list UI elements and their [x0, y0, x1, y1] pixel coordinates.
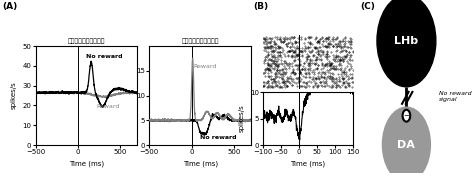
- X-axis label: Time (ms): Time (ms): [182, 161, 218, 167]
- Circle shape: [402, 110, 410, 122]
- X-axis label: Time (ms): Time (ms): [69, 161, 104, 167]
- Text: No reward
signal: No reward signal: [439, 91, 472, 102]
- Text: (A): (A): [2, 2, 18, 11]
- Y-axis label: spikes/s: spikes/s: [11, 82, 17, 109]
- Text: Reward: Reward: [97, 104, 120, 109]
- Text: No reward: No reward: [200, 135, 237, 140]
- Text: Reward: Reward: [193, 64, 217, 69]
- Text: LHb: LHb: [394, 36, 419, 46]
- X-axis label: Time (ms): Time (ms): [291, 161, 326, 167]
- Text: −: −: [403, 113, 410, 119]
- Circle shape: [377, 0, 436, 87]
- Title: 外側手細核ニューロン: 外側手細核ニューロン: [68, 39, 105, 44]
- Text: (C): (C): [360, 2, 375, 11]
- Y-axis label: spikes/s: spikes/s: [238, 105, 245, 132]
- Text: DA: DA: [398, 140, 415, 150]
- Text: (B): (B): [254, 2, 269, 11]
- Text: No reward: No reward: [86, 54, 122, 59]
- Circle shape: [383, 107, 430, 177]
- Title: ドーパミンニューロン: ドーパミンニューロン: [182, 39, 219, 44]
